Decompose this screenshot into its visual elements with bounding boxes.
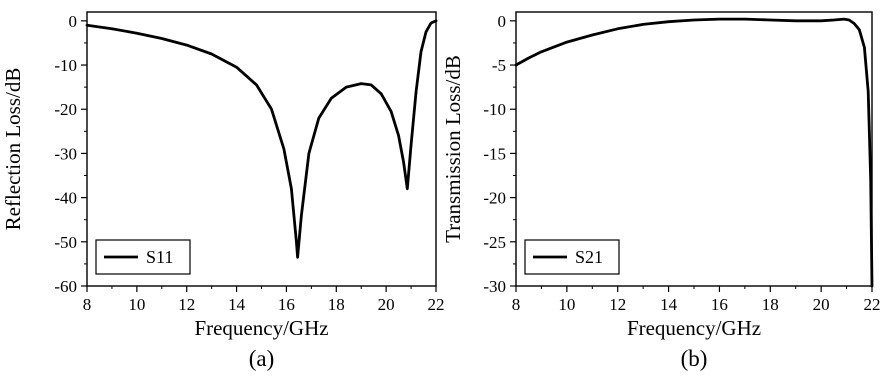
x-tick-label: 10 [558,295,575,314]
x-tick-label: 20 [378,295,395,314]
y-tick-label: -5 [492,56,506,75]
y-tick-label: -60 [54,277,77,296]
y-tick-label: -15 [483,144,506,163]
series-line-s21 [514,17,874,288]
x-tick-label: 18 [762,295,779,314]
y-tick-label: -10 [483,100,506,119]
x-axis-label: Frequency/GHz [194,316,328,340]
legend-label: S21 [575,247,603,267]
x-tick-label: 18 [328,295,345,314]
y-tick-label: -20 [54,100,77,119]
x-tick-label: 8 [512,295,521,314]
x-tick-label: 22 [864,295,881,314]
y-tick-label: 0 [498,12,507,31]
series-line-s11 [85,19,438,259]
y-tick-label: -30 [54,144,77,163]
chart-panel-0: 8 10 12 14 16 18 20 22 0 -10 -20 -30 -40 -50 -60 Freque… [1,11,445,371]
y-tick-label: 0 [69,12,78,31]
y-tick-label: -30 [483,277,506,296]
x-tick-label: 22 [428,295,445,314]
panel-caption: (a) [249,346,275,371]
panel-caption: (b) [681,346,708,371]
x-tick-label: 14 [660,295,678,314]
x-tick-label: 10 [128,295,145,314]
x-tick-label: 12 [609,295,626,314]
legend-label: S11 [146,247,173,267]
chart-panel-1: 8 10 12 14 16 18 20 22 0 -5 -10 -15 -20 -25 -30 Frequen… [441,11,881,371]
x-tick-label: 16 [711,295,728,314]
y-tick-label: -20 [483,189,506,208]
y-axis-label: Reflection Loss/dB [1,68,25,231]
x-tick-label: 8 [83,295,92,314]
x-tick-label: 16 [278,295,295,314]
legend: S11 [95,239,191,275]
y-tick-label: -50 [54,233,77,252]
legend: S21 [524,239,620,275]
y-tick-label: -25 [483,233,506,252]
x-tick-label: 12 [178,295,195,314]
y-tick-label: -10 [54,56,77,75]
x-tick-label: 20 [813,295,830,314]
x-axis-label: Frequency/GHz [627,316,761,340]
y-axis-label: Transmission Loss/dB [441,55,465,243]
y-tick-label: -40 [54,189,77,208]
x-tick-label: 14 [228,295,246,314]
